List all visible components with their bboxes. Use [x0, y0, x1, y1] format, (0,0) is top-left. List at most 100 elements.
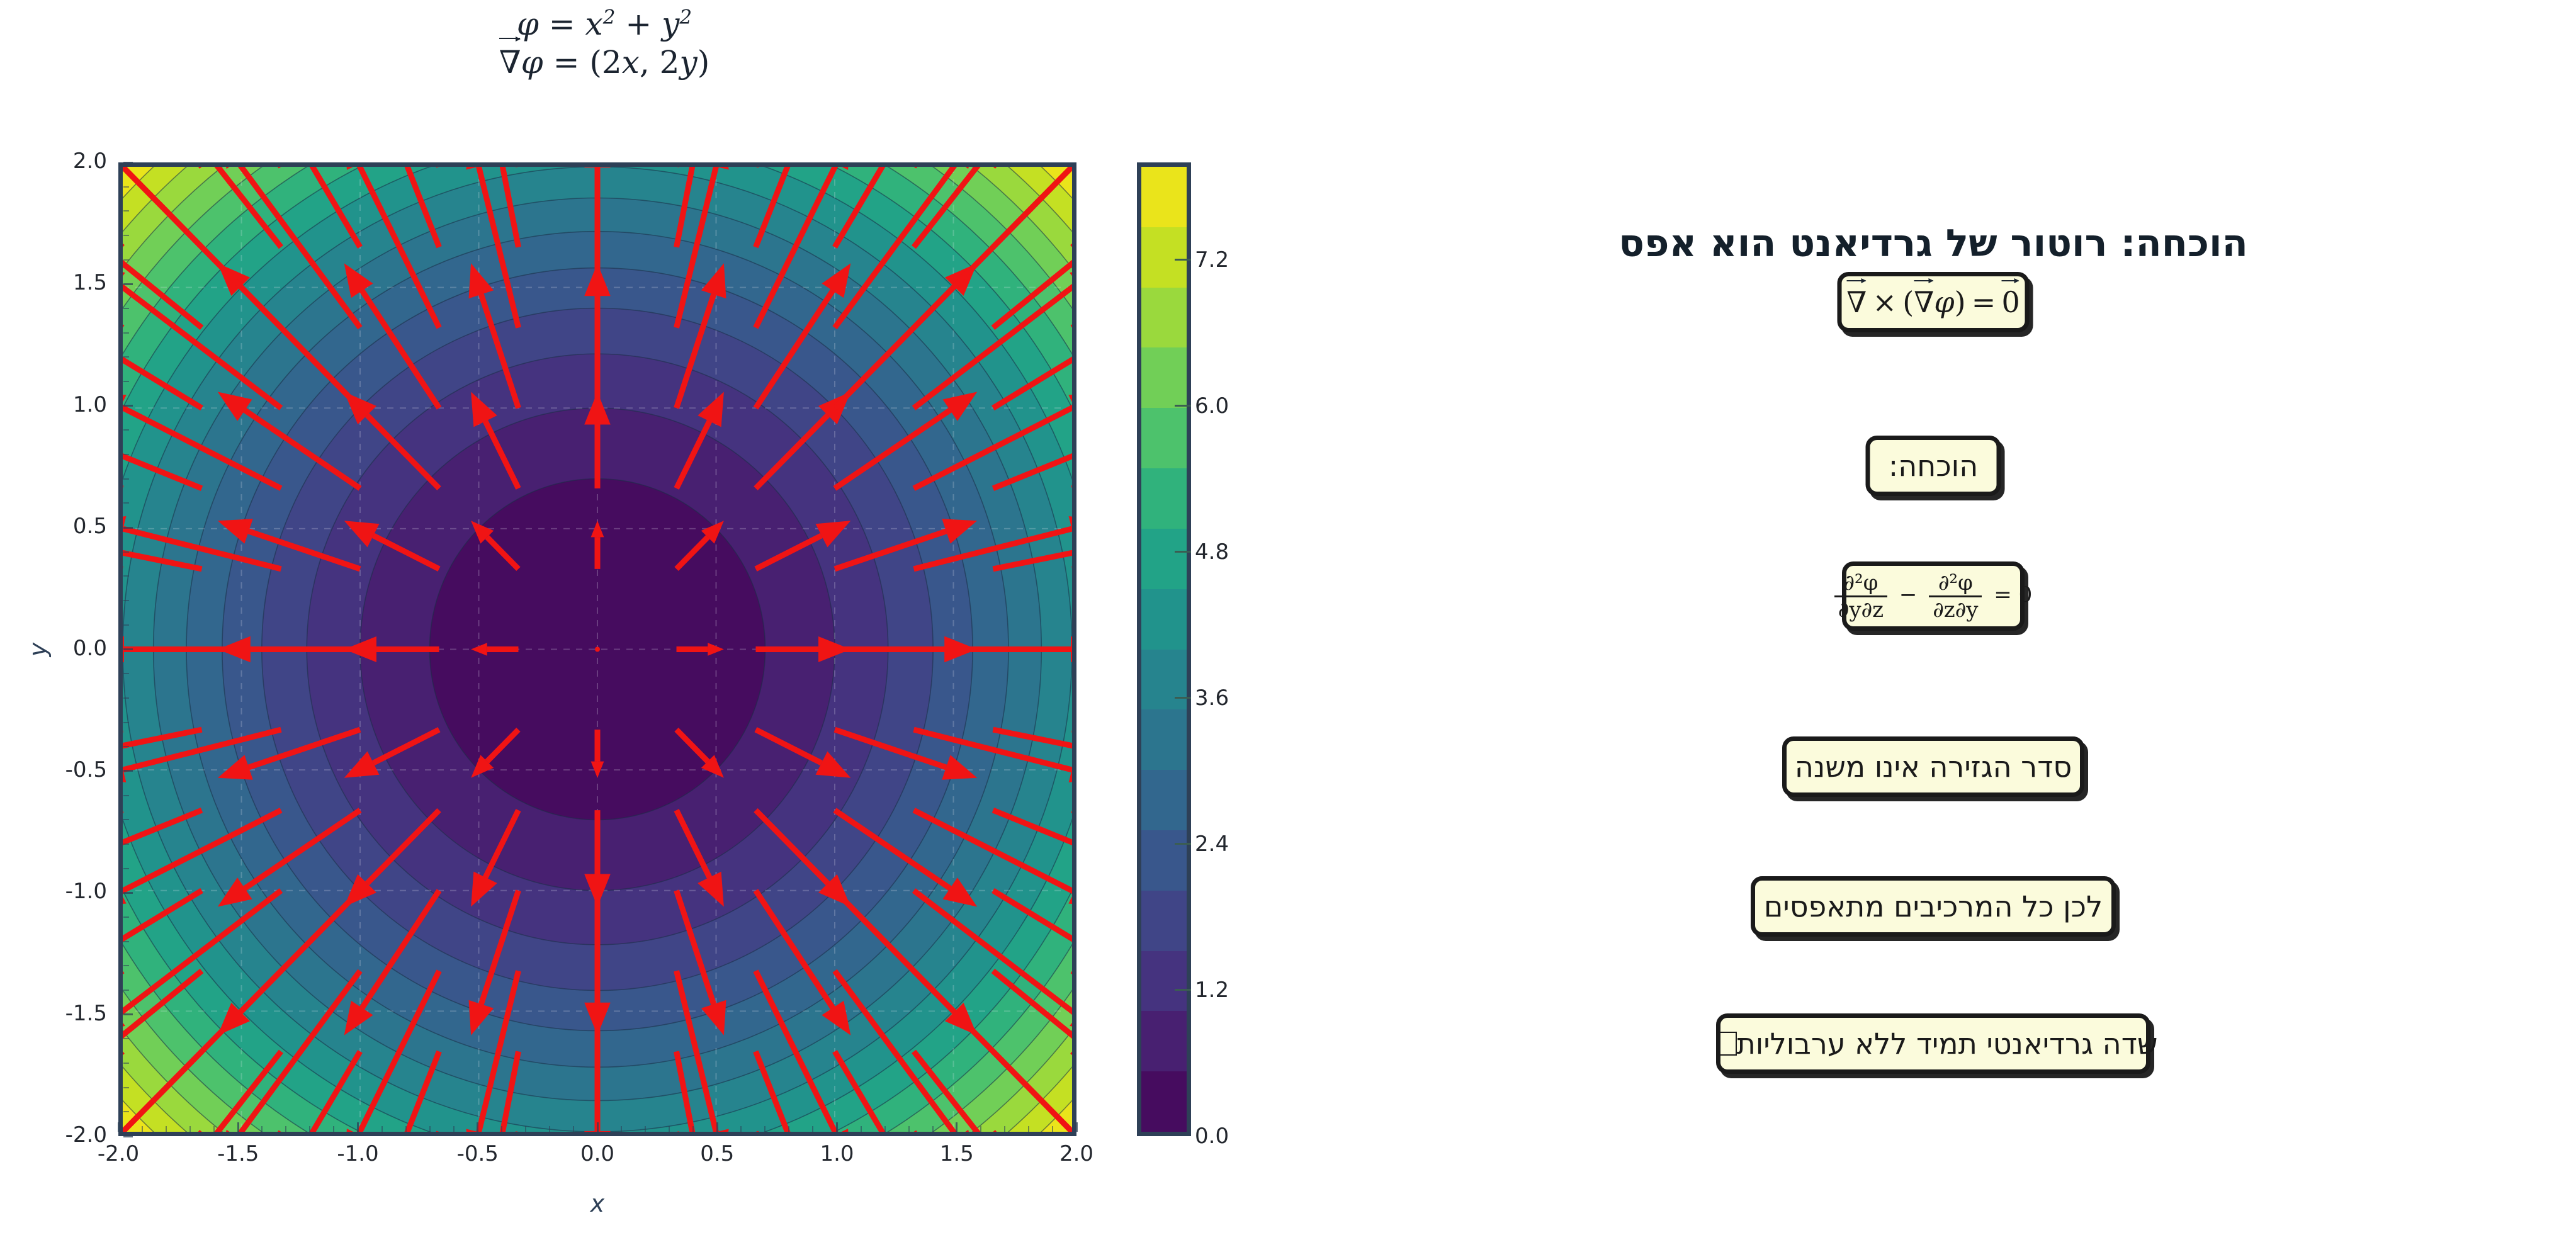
y-minor-tick [123, 697, 129, 699]
y-minor-tick [123, 746, 129, 748]
x-tick-mark [716, 1122, 718, 1132]
node-identity-label: ∇ × (∇φ) = 0 [1843, 278, 2024, 319]
partial-operator: − [1899, 582, 1918, 607]
x-minor-tick [669, 1126, 670, 1132]
node-all-components-vanish[interactable]: לכן כל המרכיבים מתאפסים [1751, 876, 2116, 937]
y-axis-label: y [24, 642, 52, 657]
x-tick-mark [237, 1122, 239, 1132]
y-minor-tick [123, 235, 129, 237]
colorbar-tick-mark [1175, 551, 1191, 553]
x-tick-mark [596, 1122, 599, 1132]
y-tick-mark [123, 405, 133, 407]
x-minor-tick [333, 1126, 335, 1132]
y-minor-tick [123, 673, 129, 675]
missing-glyph-icon [1717, 1032, 1737, 1056]
y-minor-tick [123, 332, 129, 334]
y-tick-label: 0.5 [72, 514, 107, 539]
node-order-does-not-matter[interactable]: סדר הגזירה אינו משנה [1782, 736, 2084, 797]
y-minor-tick [123, 600, 129, 602]
node-identity[interactable]: ∇ × (∇φ) = 0 [1837, 272, 2030, 332]
x-minor-tick [692, 1126, 694, 1132]
x-minor-tick [381, 1126, 383, 1132]
colorbar-tick-mark [1175, 989, 1191, 991]
colorbar-tick-label: 6.0 [1195, 393, 1229, 419]
x-tick-label: 0.5 [700, 1141, 735, 1166]
x-minor-tick [788, 1126, 790, 1132]
y-minor-tick [123, 916, 129, 918]
x-minor-tick [548, 1126, 550, 1132]
y-tick-mark [123, 1013, 133, 1016]
x-minor-tick [405, 1126, 407, 1132]
y-minor-tick [123, 721, 129, 723]
x-tick-label: -0.5 [456, 1141, 499, 1166]
y-tick-label: 2.0 [72, 149, 107, 174]
y-minor-tick [123, 551, 129, 553]
x-minor-tick [524, 1126, 526, 1132]
y-minor-tick [123, 259, 129, 261]
x-minor-tick [740, 1126, 742, 1132]
y-minor-tick [123, 308, 129, 310]
x-tick-label: 1.0 [820, 1141, 854, 1166]
partial-den-a: ∂y∂z [1838, 597, 1884, 623]
x-tick-mark [836, 1122, 838, 1132]
x-tick-label: -2.0 [97, 1141, 140, 1166]
x-tick-mark [357, 1122, 359, 1132]
node-proof-label[interactable]: הוכחה: [1865, 436, 2001, 496]
node-conclusion-text: שדה גרדיאנטי תמיד ללא ערבוליות [1736, 1027, 2158, 1061]
phi-definition-line: φ = x2 + y2 [516, 6, 692, 42]
colorbar-band [1141, 227, 1187, 288]
y-minor-tick [123, 356, 129, 358]
y-minor-tick [123, 186, 129, 188]
y-tick-label: -2.0 [65, 1122, 107, 1148]
node-conclusion-label: שדה גרדיאנטי תמיד ללא ערבוליות [1705, 1027, 2162, 1061]
colorbar [1137, 162, 1191, 1136]
node-order-label: סדר הגזירה אינו משנה [1794, 750, 2072, 784]
colorbar-tick-label: 3.6 [1195, 685, 1229, 711]
y-minor-tick [123, 819, 129, 821]
x-minor-tick [645, 1126, 647, 1132]
y-minor-tick [123, 1111, 129, 1113]
y-minor-tick [123, 1062, 129, 1064]
y-tick-label: 1.5 [72, 270, 107, 296]
colorbar-tick-label: 2.4 [1195, 831, 1229, 857]
x-minor-tick [166, 1126, 167, 1132]
colorbar-band [1141, 890, 1187, 951]
colorbar-tick-mark [1175, 843, 1191, 845]
colorbar-band [1141, 167, 1187, 227]
x-minor-tick [1027, 1126, 1029, 1132]
node-proof-label-text: הוכחה: [1888, 449, 1979, 483]
x-axis-label: x [590, 1190, 605, 1217]
y-minor-tick [123, 575, 129, 577]
partial-num-b: ∂²φ [1929, 570, 1982, 597]
x-minor-tick [812, 1126, 814, 1132]
y-minor-tick [123, 381, 129, 383]
x-tick-label: 2.0 [1059, 1141, 1094, 1166]
gradient-definition-line: ∇φ = (2x, 2y) [353, 36, 856, 82]
colorbar-band [1141, 408, 1187, 469]
x-tick-label: 0.0 [580, 1141, 615, 1166]
colorbar-band [1141, 347, 1187, 409]
x-minor-tick [429, 1126, 431, 1132]
colorbar-band [1141, 528, 1187, 589]
partial-result: = 0 [1994, 582, 2033, 607]
colorbar-band [1141, 770, 1187, 830]
colorbar-tick-mark [1175, 697, 1191, 699]
partial-den-b: ∂z∂y [1933, 597, 1979, 623]
node-mixed-partials[interactable]: ∂²φ ∂y∂z − ∂²φ ∂z∂y = 0 [1834, 561, 2032, 631]
proof-panel: הוכחה: רוטור של גרדיאנט הוא אפס ∇ × (∇φ)… [1291, 0, 2576, 1235]
x-minor-tick [1051, 1126, 1053, 1132]
gradient-quiver-layer [123, 167, 1072, 1132]
y-minor-tick [123, 210, 129, 212]
x-minor-tick [908, 1126, 910, 1132]
y-minor-tick [123, 478, 129, 480]
x-minor-tick [189, 1126, 191, 1132]
x-tick-label: -1.0 [337, 1141, 379, 1166]
y-tick-mark [123, 1135, 133, 1137]
x-minor-tick [932, 1126, 934, 1132]
colorbar-band [1141, 950, 1187, 1012]
colorbar-band [1141, 468, 1187, 529]
colorbar-band [1141, 709, 1187, 770]
node-conclusion[interactable]: שדה גרדיאנטי תמיד ללא ערבוליות [1716, 1013, 2157, 1074]
colorbar-tick-label: 4.8 [1195, 539, 1229, 565]
colorbar-band [1141, 287, 1187, 348]
